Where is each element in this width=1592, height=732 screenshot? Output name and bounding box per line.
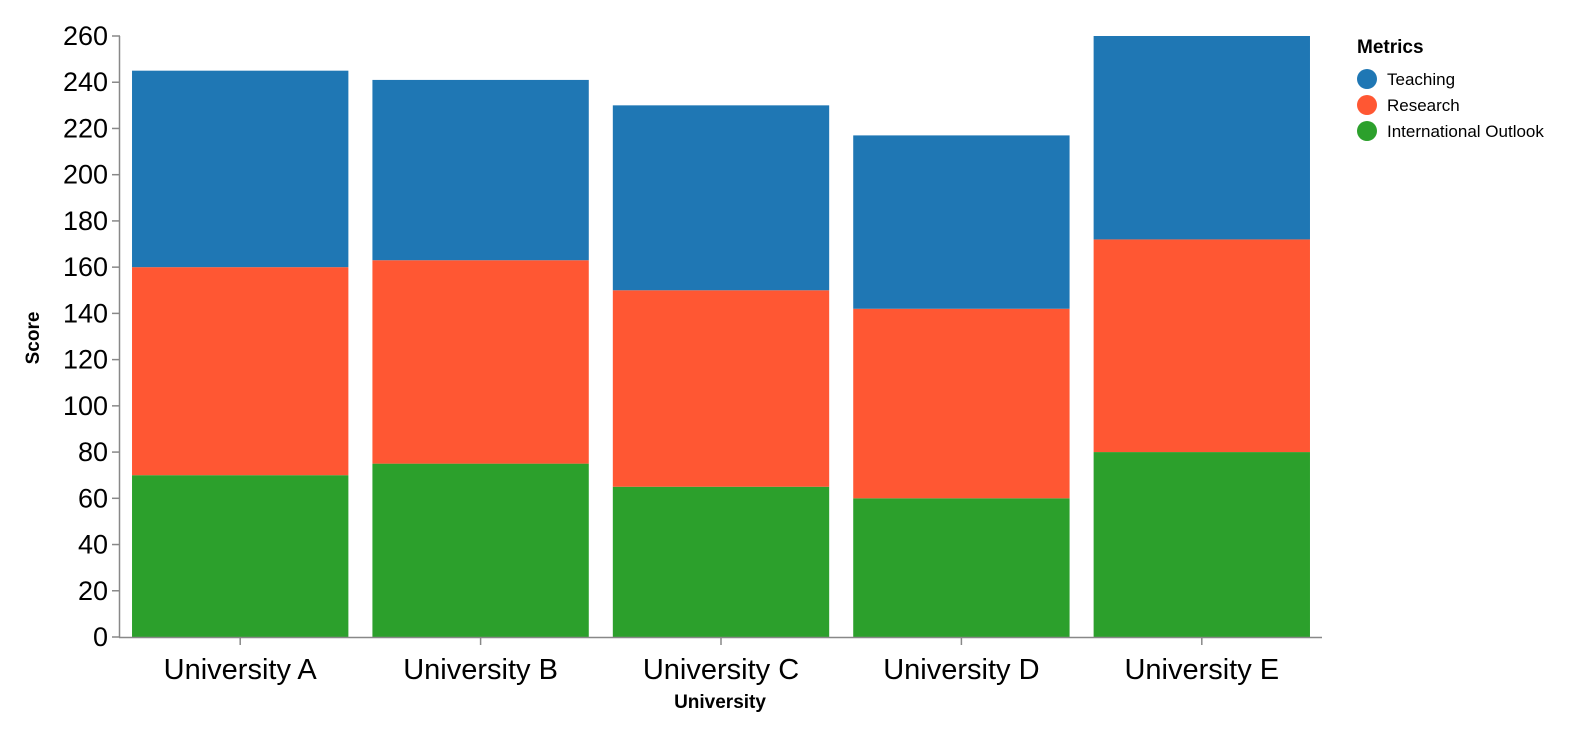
bar-international-outlook-3 [612, 486, 830, 637]
bar-international-outlook-2 [372, 463, 589, 637]
legend-label: Teaching [1387, 70, 1455, 89]
y-tick-label: 240 [63, 67, 108, 97]
bar-teaching-1 [132, 70, 349, 268]
y-axis-title: Score [23, 312, 44, 365]
x-tick-label: University A [164, 654, 318, 686]
legend-swatch-international-outlook [1357, 121, 1377, 141]
y-tick-label: 160 [63, 252, 108, 282]
y-tick-label: 220 [63, 113, 108, 143]
legend-swatch-research [1357, 95, 1377, 115]
legend: Metrics Teaching Research International Ou… [1357, 37, 1544, 141]
bar-research-2 [372, 260, 589, 464]
x-tick-label: University B [403, 654, 558, 686]
y-tick-label: 140 [63, 298, 108, 328]
bar-research-1 [132, 267, 349, 476]
y-tick-label: 0 [93, 622, 108, 652]
y-tick-label: 260 [63, 21, 108, 51]
x-axis: University A University B University C Univ… [119, 636, 1322, 686]
bar-teaching-5 [1093, 36, 1310, 240]
bar-research-3 [612, 290, 830, 487]
x-tick-label: University C [643, 654, 799, 686]
bars-group [132, 36, 1310, 637]
bar-teaching-2 [372, 79, 589, 261]
legend-label: International Outlook [1387, 122, 1544, 141]
legend-label: Research [1387, 96, 1460, 115]
legend-swatch-teaching [1357, 69, 1377, 89]
x-axis-title: University [674, 692, 766, 713]
y-tick-label: 180 [63, 206, 108, 236]
y-tick-label: 200 [63, 160, 108, 190]
bar-international-outlook-4 [853, 498, 1070, 637]
y-axis: 0 20 40 60 80 100 120 140 160 180 200 220 240 260 [63, 21, 121, 652]
y-tick-label: 120 [63, 345, 108, 375]
bar-research-5 [1093, 239, 1310, 453]
x-tick-label: University E [1124, 654, 1279, 686]
bar-teaching-3 [612, 105, 830, 291]
y-tick-label: 40 [78, 530, 108, 560]
x-tick-label: University D [883, 654, 1039, 686]
bar-international-outlook-1 [132, 475, 349, 637]
y-tick-label: 60 [78, 483, 108, 513]
y-tick-label: 80 [78, 437, 108, 467]
y-tick-label: 100 [63, 391, 108, 421]
bar-research-4 [853, 308, 1070, 499]
legend-title: Metrics [1357, 37, 1424, 58]
bar-teaching-4 [853, 135, 1070, 309]
y-tick-label: 20 [78, 576, 108, 606]
bar-international-outlook-5 [1093, 452, 1310, 637]
